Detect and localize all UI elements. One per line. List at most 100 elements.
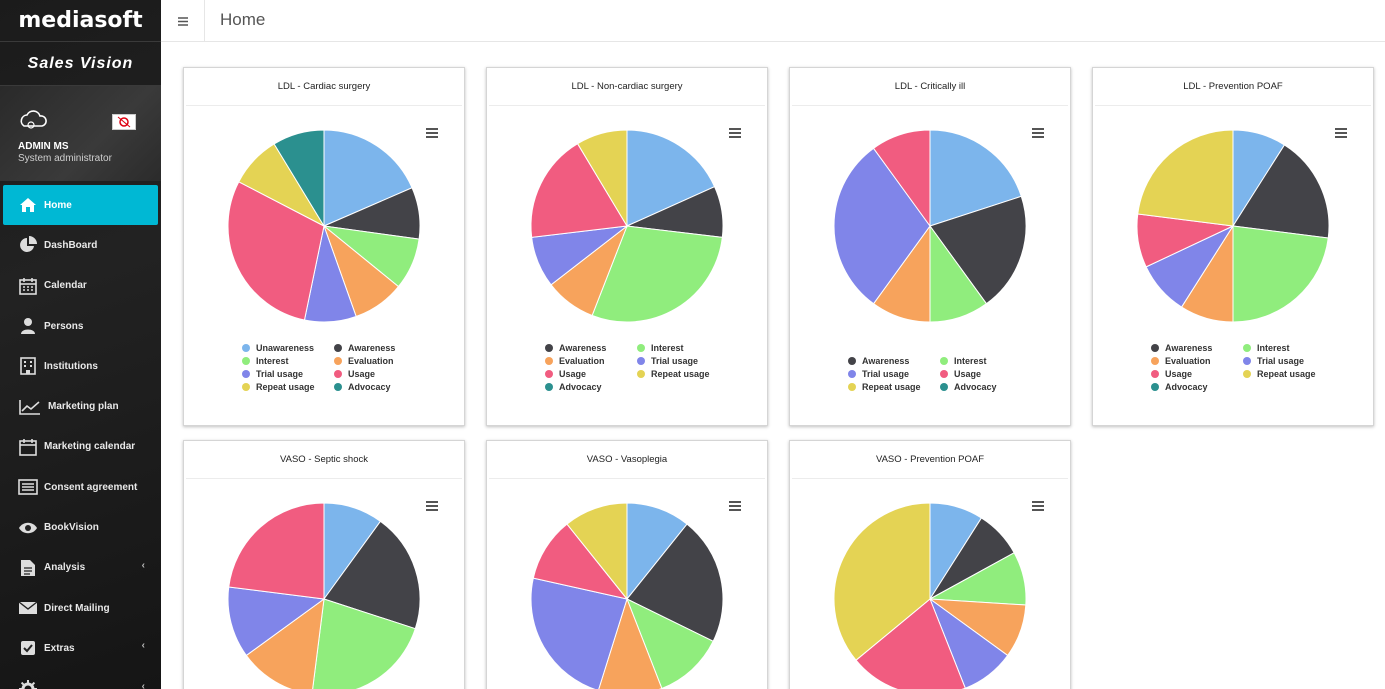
sidebar-item-persons[interactable]: Persons: [0, 306, 161, 346]
pie-slice[interactable]: [312, 598, 416, 689]
pie-slice[interactable]: [626, 523, 724, 642]
legend-dot: [1151, 343, 1159, 352]
legend-item[interactable]: Advocacy: [1151, 381, 1241, 392]
chart-menu-button[interactable]: [1032, 501, 1044, 511]
sidebar-item-analysis[interactable]: Analysis ‹: [0, 548, 161, 588]
sidebar-item-label: Consent agreement: [44, 481, 138, 493]
sidebar-item-home[interactable]: Home: [3, 185, 158, 226]
pie-slice-evaluation[interactable]: [1232, 225, 1329, 323]
sidebar-item-extras[interactable]: Extras ‹: [0, 628, 161, 668]
pie-chart: [833, 129, 1027, 323]
legend-item[interactable]: Awareness: [848, 355, 938, 366]
chart-menu-button[interactable]: [1032, 128, 1044, 138]
legend-item[interactable]: Evaluation: [1151, 355, 1241, 366]
chart-menu-button[interactable]: [729, 128, 741, 138]
sidebar-item-bookvision[interactable]: BookVision: [0, 507, 161, 547]
pie-slice[interactable]: [245, 597, 325, 689]
legend-item[interactable]: Repeat usage: [1243, 368, 1333, 379]
pie-slice[interactable]: [598, 597, 663, 689]
chart-menu-button[interactable]: [1335, 128, 1347, 138]
sidebar-item-direct-mailing[interactable]: Direct Mailing: [0, 588, 161, 628]
sidebar-item-calendar[interactable]: Calendar: [0, 266, 161, 306]
pie-slice[interactable]: [530, 577, 628, 689]
chart-menu-button[interactable]: [729, 501, 741, 511]
legend-item[interactable]: Usage: [1151, 368, 1241, 379]
user-panel: ADMIN MS System administrator: [0, 86, 161, 181]
pie-slice-repeat-usage[interactable]: [833, 147, 931, 305]
home-icon: [18, 195, 38, 215]
legend-item[interactable]: Interest: [242, 355, 332, 366]
legend-item[interactable]: Repeat usage: [848, 381, 938, 392]
pie-slice[interactable]: [323, 520, 421, 630]
legend-dot: [940, 369, 948, 378]
legend-item[interactable]: Usage: [545, 368, 635, 379]
sidebar-item-label: Direct Mailing: [44, 602, 110, 614]
legend-item[interactable]: Usage: [334, 368, 424, 379]
pie-slice[interactable]: [833, 502, 931, 661]
legend-item[interactable]: Advocacy: [334, 381, 424, 392]
pie-slice-awareness[interactable]: [626, 129, 716, 227]
pie-slice-advocacy[interactable]: [576, 129, 628, 228]
sidebar-item-marketing-plan[interactable]: Marketing plan: [0, 386, 161, 426]
legend-item[interactable]: Unawareness: [242, 342, 332, 353]
pie-slice-usage[interactable]: [227, 181, 325, 321]
legend-label: Usage: [1165, 368, 1193, 379]
pie-slice[interactable]: [228, 502, 325, 600]
legend-item[interactable]: Repeat usage: [637, 368, 727, 379]
legend-dot: [1243, 369, 1251, 378]
legend-item[interactable]: Trial usage: [637, 355, 727, 366]
legend-item[interactable]: Interest: [637, 342, 727, 353]
pie-slice-repeat-usage[interactable]: [530, 142, 628, 238]
legend-item[interactable]: Trial usage: [242, 368, 332, 379]
pie-slice-awareness[interactable]: [929, 129, 1022, 227]
legend-dot: [545, 369, 553, 378]
legend-item[interactable]: Usage: [940, 368, 1030, 379]
sidebar-item-marketing-calendar[interactable]: Marketing calendar: [0, 427, 161, 467]
legend-item[interactable]: Repeat usage: [242, 381, 332, 392]
legend-dot: [242, 382, 250, 391]
legend-dot: [940, 382, 948, 391]
pie-slice[interactable]: [626, 597, 714, 689]
legend-label: Usage: [559, 368, 587, 379]
legend-item[interactable]: Trial usage: [848, 368, 938, 379]
chart-card: VASO - Septic shock: [183, 440, 465, 689]
sidebar-item-consent-agreement[interactable]: Consent agreement: [0, 467, 161, 507]
legend-item[interactable]: Trial usage: [1243, 355, 1333, 366]
pie-slice[interactable]: [566, 502, 628, 601]
brand-logo[interactable]: mediasoft: [0, 0, 161, 42]
sidebar-toggle-button[interactable]: [161, 0, 205, 42]
legend-label: Advocacy: [348, 381, 391, 392]
legend-item[interactable]: Evaluation: [334, 355, 424, 366]
sidebar: mediasoft Sales Vision ADMIN MS System a…: [0, 0, 161, 689]
flag-icon[interactable]: [112, 114, 136, 130]
legend-item[interactable]: Advocacy: [940, 381, 1030, 392]
sidebar-item-institutions[interactable]: Institutions: [0, 346, 161, 386]
building-icon: [18, 356, 38, 376]
pie-slice[interactable]: [855, 598, 966, 689]
sidebar-item-dashboard[interactable]: DashBoard: [0, 225, 161, 265]
legend-item[interactable]: Awareness: [334, 342, 424, 353]
legend-item[interactable]: Awareness: [545, 342, 635, 353]
pie-slice-interest[interactable]: [1232, 144, 1330, 239]
legend-dot: [637, 343, 645, 352]
chart-card: VASO - Prevention POAF: [789, 440, 1071, 689]
pie-slice-interest[interactable]: [929, 195, 1027, 305]
sidebar-item-label: Marketing calendar: [44, 441, 136, 453]
pie-slice[interactable]: [227, 586, 326, 657]
legend-item[interactable]: Advocacy: [545, 381, 635, 392]
legend-item[interactable]: Interest: [1243, 342, 1333, 353]
pie-slice-advocacy[interactable]: [1137, 129, 1234, 227]
pie-slice-evaluation[interactable]: [591, 225, 723, 323]
legend-label: Evaluation: [559, 355, 605, 366]
pie-slice-advocacy[interactable]: [872, 129, 931, 228]
pie-slice-unawareness[interactable]: [323, 129, 413, 227]
sidebar-item-label: Home: [44, 199, 72, 211]
pie-chart: [530, 129, 724, 323]
sidebar-item-settings[interactable]: ‹: [0, 669, 161, 689]
legend-item[interactable]: Awareness: [1151, 342, 1241, 353]
chart-menu-button[interactable]: [426, 128, 438, 138]
pie-slice-advocacy[interactable]: [273, 129, 325, 228]
chart-menu-button[interactable]: [426, 501, 438, 511]
legend-item[interactable]: Interest: [940, 355, 1030, 366]
legend-item[interactable]: Evaluation: [545, 355, 635, 366]
